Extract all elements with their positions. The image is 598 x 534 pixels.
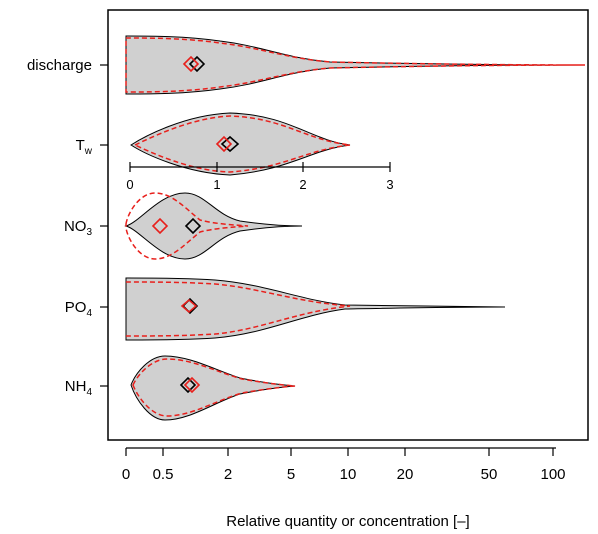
inset-tick-label: 0 [126, 177, 133, 192]
category-label-nh4: NH4 [65, 378, 93, 398]
x-tick-label: 2 [224, 466, 232, 483]
violin-no3-median-black [184, 217, 202, 235]
violin-tw [130, 112, 351, 176]
violin-no3-body [124, 192, 303, 260]
violin-nh4-median-red [183, 376, 201, 394]
plot-frame [107, 9, 589, 441]
violin-nh4 [130, 355, 296, 421]
inset-tick-label: 3 [386, 177, 393, 192]
category-label-tw: Tw [76, 137, 93, 157]
x-tick-label: 10 [340, 466, 357, 483]
x-tick-label: 20 [397, 466, 414, 483]
violin-tw-body [130, 112, 351, 176]
inset-tick-label: 1 [213, 177, 220, 192]
y-axis: discharge Tw NO3 PO4 NH4 [27, 57, 108, 398]
violin-no3-median-red [151, 217, 169, 235]
x-tick-label: 100 [540, 466, 565, 483]
x-axis-title: Relative quantity or concentration [–] [226, 513, 469, 530]
category-label-discharge: discharge [27, 57, 92, 74]
violin-tw-median-red [215, 135, 233, 153]
x-tick-label: 50 [481, 466, 498, 483]
inset-tick-label: 2 [299, 177, 306, 192]
category-label-po4: PO4 [65, 299, 93, 319]
violin-po4 [125, 277, 506, 341]
violin-discharge [125, 35, 586, 95]
category-label-no3: NO3 [64, 218, 93, 238]
violin-discharge-median-red [182, 55, 200, 73]
x-tick-label: 0.5 [153, 466, 174, 483]
x-tick-label: 0 [122, 466, 130, 483]
violin-discharge-median-black [188, 55, 206, 73]
violin-po4-red [125, 281, 351, 337]
violin-no3 [124, 192, 303, 260]
violin-no3-red [125, 192, 249, 260]
violin-tw-red [133, 115, 351, 173]
violin-discharge-red [125, 37, 586, 93]
violin-nh4-median-black [179, 376, 197, 394]
violin-nh4-red [132, 358, 296, 417]
violin-po4-body [125, 277, 506, 341]
inset-axis: 0 1 2 3 [126, 162, 394, 192]
x-axis: 0 0.5 2 5 10 20 50 100 Relative quantity… [122, 447, 566, 530]
x-tick-label: 5 [287, 466, 295, 483]
violin-po4-median-red [180, 298, 198, 314]
